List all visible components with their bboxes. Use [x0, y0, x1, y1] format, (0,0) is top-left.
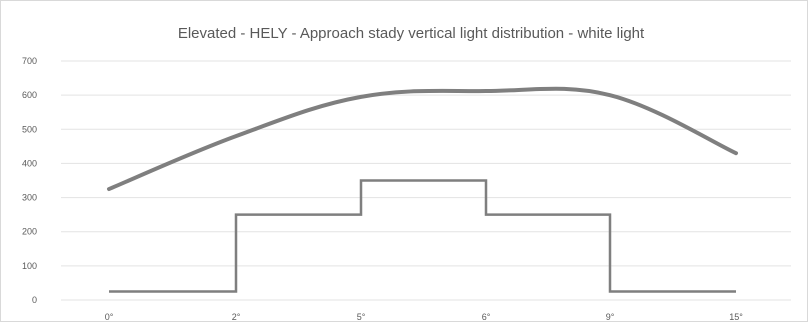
- y-tick-label: 600: [22, 90, 37, 100]
- x-tick-label: 2°: [232, 312, 241, 321]
- x-tick-label: 6°: [482, 312, 491, 321]
- x-tick-label: 0°: [105, 312, 114, 321]
- y-tick-label: 0: [32, 295, 37, 305]
- y-axis-ticks: 0 100 200 300 400 500 600 700: [22, 56, 37, 305]
- x-tick-label: 9°: [606, 312, 615, 321]
- x-tick-label: 15°: [729, 312, 743, 321]
- series-line-step: [109, 179, 736, 293]
- chart-title: Elevated - HELY - Approach stady vertica…: [178, 25, 645, 42]
- y-tick-label: 200: [22, 227, 37, 237]
- grid-layer: [61, 60, 791, 301]
- series-line-smooth: [107, 86, 738, 192]
- y-tick-label: 100: [22, 261, 37, 271]
- y-tick-label: 300: [22, 193, 37, 203]
- series-layer: [107, 86, 738, 293]
- x-tick-label: 5°: [357, 312, 366, 321]
- x-axis-ticks: 0° 2° 5° 6° 9° 15°: [105, 312, 744, 321]
- y-tick-label: 700: [22, 56, 37, 66]
- y-tick-label: 500: [22, 124, 37, 134]
- y-tick-label: 400: [22, 158, 37, 168]
